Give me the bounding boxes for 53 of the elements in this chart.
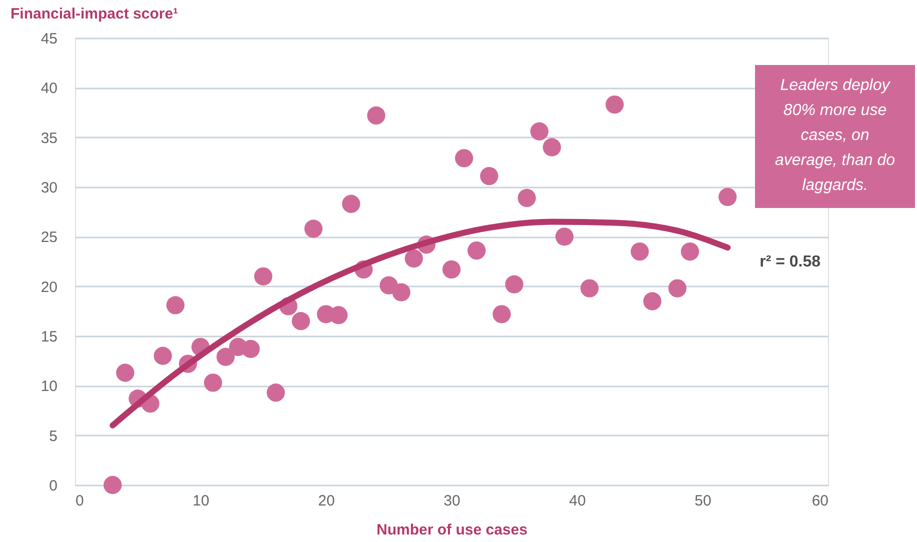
point bbox=[292, 312, 310, 330]
point bbox=[367, 106, 386, 125]
point bbox=[518, 188, 536, 207]
point bbox=[116, 364, 134, 382]
point bbox=[454, 149, 474, 168]
y-tick-label: 0 bbox=[49, 478, 58, 494]
y-tick-label: 30 bbox=[40, 180, 58, 196]
x-tick-label: 20 bbox=[318, 492, 335, 510]
point bbox=[718, 188, 737, 206]
point bbox=[492, 305, 511, 324]
point bbox=[104, 476, 122, 494]
point bbox=[580, 279, 599, 298]
annotation: r² = 0.58 bbox=[760, 254, 821, 271]
point bbox=[304, 220, 323, 238]
point bbox=[555, 228, 574, 246]
point bbox=[668, 279, 686, 298]
x-axis-title: Number of use cases bbox=[376, 522, 528, 538]
point bbox=[204, 374, 222, 392]
point bbox=[442, 260, 461, 279]
x-tick-label: 40 bbox=[569, 492, 586, 510]
y-tick-label: 10 bbox=[40, 378, 58, 396]
point bbox=[680, 242, 700, 261]
point bbox=[480, 167, 498, 186]
y-tick-label: 20 bbox=[40, 278, 58, 296]
x-tick-label: 10 bbox=[192, 492, 210, 510]
point bbox=[266, 384, 285, 402]
x-tick-label: 0 bbox=[76, 492, 84, 510]
x-tick-label: 50 bbox=[694, 492, 712, 510]
point bbox=[154, 346, 172, 365]
y-tick-label: 40 bbox=[40, 80, 58, 98]
point bbox=[468, 242, 486, 260]
point bbox=[216, 348, 235, 366]
point bbox=[242, 340, 260, 358]
y-axis-title: Financial-impact score¹ bbox=[10, 6, 178, 22]
point bbox=[166, 296, 184, 314]
point bbox=[606, 95, 624, 114]
point bbox=[404, 249, 423, 268]
point bbox=[542, 138, 561, 156]
y-tick-label: 5 bbox=[49, 428, 58, 445]
annotation: Leaders deploy 80% more use cases, on average, than do laggards. bbox=[774, 77, 896, 194]
point bbox=[505, 275, 524, 294]
y-tick-label: 15 bbox=[40, 328, 58, 346]
point bbox=[254, 267, 272, 286]
point bbox=[342, 194, 360, 213]
x-tick-label: 30 bbox=[444, 492, 460, 510]
point bbox=[392, 283, 410, 302]
x-tick-label: 60 bbox=[812, 492, 828, 510]
point bbox=[643, 292, 662, 310]
y-tick-label: 25 bbox=[40, 229, 58, 246]
point bbox=[530, 122, 548, 140]
y-tick-label: 35 bbox=[40, 130, 58, 147]
y-tick-label: 45 bbox=[40, 30, 58, 48]
point bbox=[630, 242, 649, 261]
